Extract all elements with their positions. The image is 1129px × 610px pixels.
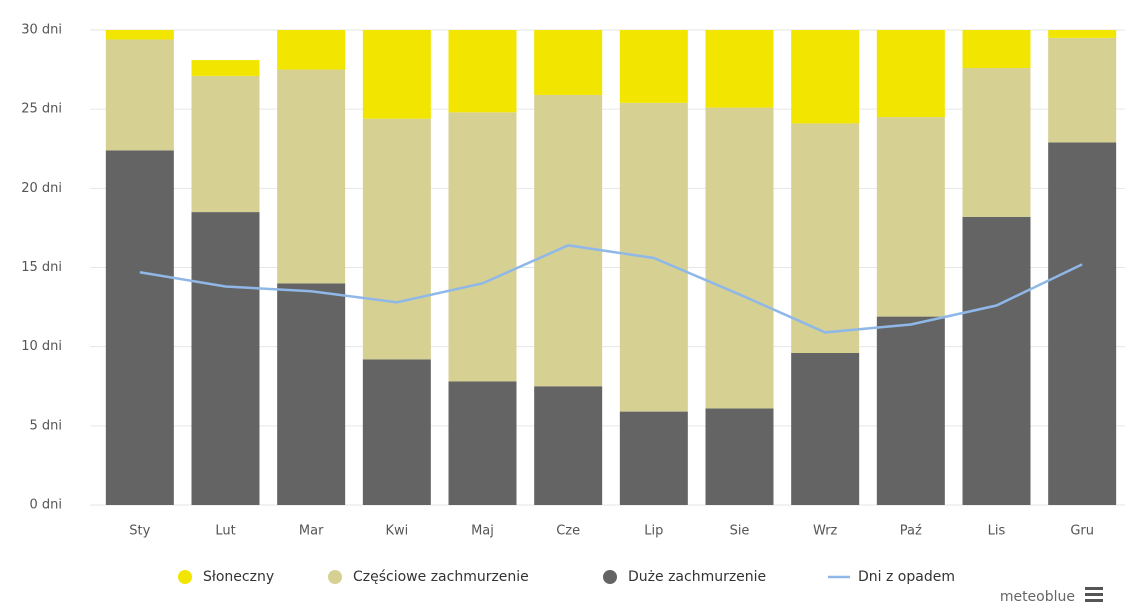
legend-label: Częściowe zachmurzenie (353, 569, 529, 585)
bar-segment (619, 30, 688, 103)
y-tick-label: 0 dni (29, 498, 62, 513)
x-tick-label: Lut (215, 524, 235, 539)
bar-segment (876, 30, 945, 118)
bar-segment (105, 150, 174, 505)
x-tick-label: Sty (129, 524, 150, 539)
bar-segment (362, 30, 431, 119)
y-tick-label: 20 dni (21, 181, 62, 196)
bar-segment (534, 30, 603, 95)
bar-segment (876, 117, 945, 317)
x-tick-label: Wrz (813, 524, 838, 539)
bar-segment (791, 30, 860, 124)
bar-segment (191, 60, 260, 76)
x-tick-label: Lip (644, 524, 663, 539)
bar-segment (962, 68, 1031, 217)
x-tick-label: Mar (299, 524, 324, 539)
x-tick-label: Cze (556, 524, 580, 539)
x-tick-label: Gru (1070, 524, 1094, 539)
x-tick-label: Sie (730, 524, 750, 539)
legend-symbol (603, 570, 617, 584)
legend-symbol (178, 570, 192, 584)
credit: meteoblue (1000, 589, 1075, 605)
bar-segment (1048, 142, 1117, 505)
bar-segment (705, 107, 774, 409)
bar-segment (791, 123, 860, 354)
line-series (139, 244, 1083, 334)
bar-segment (105, 39, 174, 151)
legend-symbol (328, 570, 342, 584)
bar-segment (277, 283, 346, 505)
y-tick-label: 25 dni (21, 102, 62, 117)
menu-icon[interactable] (1085, 587, 1103, 602)
legend-label: Duże zachmurzenie (628, 569, 766, 585)
bar-segment (705, 408, 774, 505)
bar-segment (534, 386, 603, 505)
x-tick-label: Maj (471, 524, 494, 539)
bar-segment (362, 359, 431, 505)
y-tick-label: 15 dni (21, 260, 62, 275)
bars (105, 30, 1117, 505)
bar-segment (534, 94, 603, 387)
overlay: 0 dni 5 dni 10 dni 15 dni 20 dni 25 dni 30 dni… (21, 23, 1094, 586)
bar-segment (191, 75, 260, 213)
bar-segment (105, 30, 174, 40)
bar-segment (277, 69, 346, 284)
legend-label: Dni z opadem (858, 569, 955, 585)
bar-segment (791, 353, 860, 505)
x-tick-label: Paź (900, 524, 922, 539)
bar-segment (277, 30, 346, 70)
y-tick-label: 30 dni (21, 23, 62, 38)
bar-segment (362, 118, 431, 360)
legend-label: Słoneczny (203, 569, 274, 585)
grid (90, 29, 1125, 506)
bar-segment (448, 30, 517, 113)
x-tick-label: Kwi (385, 524, 408, 539)
bar-segment (962, 216, 1031, 505)
bar-segment (619, 411, 688, 505)
x-tick-label: Lis (988, 524, 1006, 539)
bar-segment (705, 30, 774, 108)
bar-segment (1048, 30, 1117, 38)
y-tick-label: 5 dni (29, 418, 62, 433)
bar-segment (1048, 37, 1117, 143)
bar-segment (448, 112, 517, 382)
bar-segment (191, 212, 260, 505)
bar-segment (448, 381, 517, 505)
bar-segment (876, 316, 945, 505)
bar-segment (962, 30, 1031, 68)
y-tick-label: 10 dni (21, 339, 62, 354)
